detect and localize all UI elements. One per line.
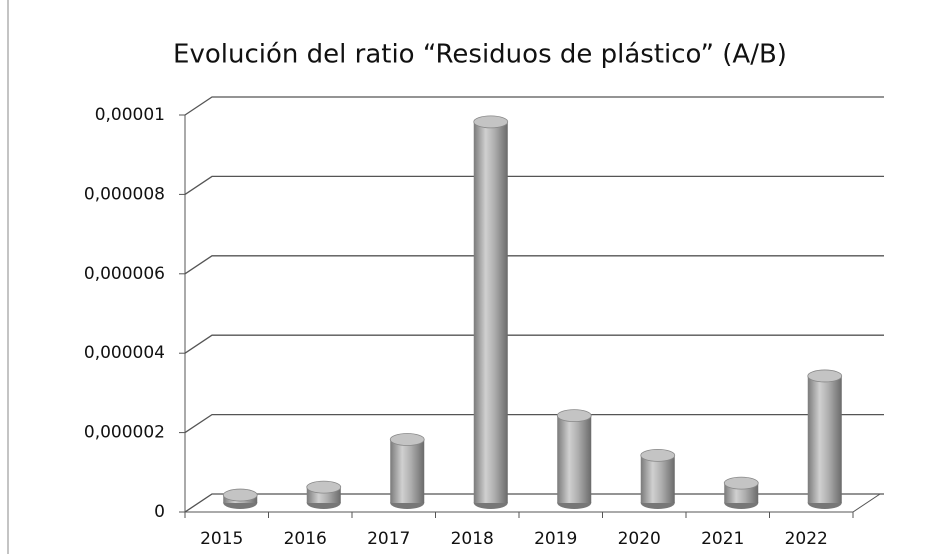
bar [390, 439, 425, 503]
y-tick-label: 0 [154, 502, 165, 522]
bar [807, 375, 842, 503]
bar [473, 121, 508, 503]
bar-top [306, 480, 342, 494]
y-tick-label: 0,00001 [95, 105, 165, 125]
grid-line [184, 493, 884, 513]
floor [183, 493, 882, 513]
y-tick-label: 0,000008 [84, 184, 165, 204]
grid-line [184, 413, 884, 434]
x-tick-label: 2018 [451, 529, 494, 549]
grid-line [184, 334, 884, 354]
x-tick-label: 2022 [785, 529, 828, 549]
x-tick-label: 2017 [367, 529, 410, 549]
y-tick-label: 0,000004 [84, 343, 165, 363]
bar-top [473, 115, 509, 129]
grid-line [184, 255, 884, 275]
x-tick-label: 2016 [284, 529, 327, 549]
bar-top [389, 433, 425, 446]
bar-top [640, 448, 676, 462]
x-tick-label: 2020 [618, 529, 661, 549]
grid-line [184, 96, 884, 116]
x-tick-label: 2015 [200, 529, 243, 549]
x-tick-label: 2021 [701, 529, 744, 549]
bar-top [807, 369, 843, 383]
bar-top [723, 476, 759, 490]
bar [640, 455, 675, 503]
bar-top [222, 488, 258, 502]
bar-top [556, 409, 592, 423]
grid-line [184, 175, 884, 195]
x-tick-label: 2019 [534, 529, 577, 549]
y-tick-label: 0,000002 [84, 423, 165, 443]
y-tick-label: 0,000006 [84, 264, 165, 284]
bar [557, 415, 592, 503]
chart-title: Evolución del ratio “Residuos de plástic… [173, 40, 787, 70]
